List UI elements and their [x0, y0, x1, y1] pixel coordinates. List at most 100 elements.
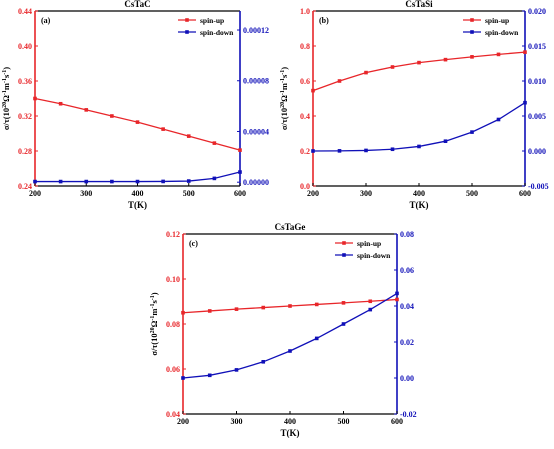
left-y-tick-label: 0.04 [166, 410, 180, 419]
x-tick-label: 400 [413, 189, 425, 198]
x-tick-label: 200 [177, 417, 189, 426]
chart-title: CsTaGe [275, 222, 306, 232]
chart-panel-cstasi: CsTaSi 200 300 400 500 600 T(K) 0.0 0.2 0.4 0.6 0.8… [279, 0, 549, 210]
left-y-tick-label: 0.6 [300, 77, 310, 86]
y-axis-label-part: -1 [2, 78, 8, 83]
x-tick-label: 400 [284, 417, 296, 426]
data-point-spin-up [181, 310, 185, 315]
right-y-tick-label: 0.000 [528, 147, 546, 156]
y-axis-label: σ/τ(1020Ω-1m-1s-1) [279, 67, 289, 130]
y-axis-label: σ/τ(1020Ω-1m-1s-1) [149, 292, 159, 355]
x-tick-label: 300 [231, 417, 243, 426]
legend-marker-spin-down [342, 253, 346, 257]
right-y-tick-label: 0.00004 [243, 127, 269, 136]
data-point-spin-down [337, 149, 342, 153]
data-point-spin-up [161, 127, 165, 131]
y-axis-label-part: s [149, 300, 159, 304]
y-axis-label-part: σ/τ(10 [149, 333, 159, 355]
data-point-spin-down [311, 149, 315, 153]
x-tick-label: 500 [183, 189, 195, 198]
right-y-tick-label: 0.015 [528, 42, 546, 51]
x-axis-label: T(K) [410, 200, 429, 210]
left-y-tick-label: 0.8 [300, 42, 310, 51]
legend-label: spin-down [485, 28, 519, 37]
left-y-tick-label: 0.28 [18, 147, 32, 156]
legend-marker-spin-down [470, 30, 474, 34]
data-point-spin-up [238, 148, 242, 152]
data-point-spin-down [33, 179, 37, 184]
data-point-spin-down [443, 139, 448, 143]
y-axis-label-part: ) [149, 292, 159, 295]
left-y-tick-label: 0.4 [300, 112, 310, 121]
data-point-spin-down [261, 360, 266, 364]
data-point-spin-up [288, 304, 292, 308]
right-y-tick-label: 0.06 [400, 266, 414, 275]
legend-marker-spin-up [185, 18, 189, 22]
data-point-spin-up [207, 309, 212, 313]
right-y-tick-label: -0.005 [528, 182, 549, 191]
series-line-spin-up [34, 97, 241, 151]
right-y-tick-label: 0.010 [528, 77, 546, 86]
right-y-tick-label: 0.02 [400, 338, 414, 347]
data-point-spin-up [311, 88, 315, 93]
data-point-spin-down [341, 322, 346, 326]
panel-label: (b) [319, 16, 329, 25]
y-axis-label-part: m [279, 83, 289, 90]
legend-label: spin-down [357, 251, 391, 260]
y-axis-label-part: -1 [280, 70, 286, 75]
data-point-spin-up [368, 299, 373, 304]
x-tick-label: 600 [234, 189, 246, 198]
y-axis-label-part: ) [1, 67, 11, 70]
chart-panel-cstac: CsTaC 200 300 400 500 600 T(K) 0.24 0.28 0.32 0.36… [1, 0, 269, 210]
y-axis-label-part: m [1, 83, 11, 90]
data-point-spin-down [470, 130, 474, 134]
y-axis-label-part: s [1, 74, 11, 78]
data-point-spin-up [337, 79, 342, 83]
x-tick-label: 500 [338, 417, 350, 426]
data-point-spin-up [496, 52, 501, 57]
data-point-spin-down [238, 170, 242, 174]
left-y-tick-label: 0.08 [166, 320, 180, 329]
x-tick-label: 500 [466, 189, 478, 198]
legend-marker-spin-up [342, 241, 346, 245]
data-point-spin-up [470, 55, 474, 59]
y-axis-label-part: σ/τ(10 [1, 108, 11, 130]
left-y-tick-label: 0.12 [166, 230, 180, 239]
data-point-spin-up [314, 302, 319, 307]
data-point-spin-down [161, 179, 165, 184]
legend-marker-spin-down [185, 30, 189, 34]
panel-label: (c) [189, 239, 198, 248]
y-axis-label-part: Ω [1, 95, 11, 102]
panel-label: (a) [41, 16, 51, 25]
data-point-spin-up [390, 65, 395, 69]
chart-panel-cstage: CsTaGe 200 300 400 500 600 T(K) 0.04 0.06 0.08 0.1… [149, 222, 417, 438]
y-axis-label-part: -1 [2, 70, 8, 75]
legend-marker-spin-up [470, 18, 474, 22]
y-axis-label-part: -1 [2, 90, 8, 95]
x-tick-label: 600 [391, 417, 403, 426]
left-y-tick-label: 0.10 [166, 275, 180, 284]
data-point-spin-up [58, 101, 63, 106]
y-axis-label-part: Ω [149, 320, 159, 327]
y-axis-label-part: s [279, 74, 289, 78]
data-point-spin-down [234, 368, 239, 372]
y-axis-label-part: -1 [280, 90, 286, 95]
data-point-spin-down [496, 117, 501, 122]
x-tick-label: 300 [360, 189, 372, 198]
data-point-spin-down [395, 291, 399, 296]
x-tick-label: 200 [29, 189, 41, 198]
right-y-tick-label: 0.00012 [243, 26, 269, 35]
left-y-tick-label: 0.44 [18, 7, 32, 16]
left-y-tick-label: 0.40 [18, 42, 32, 51]
data-point-spin-down [186, 179, 191, 183]
chart-title: CsTaSi [405, 0, 433, 9]
x-tick-label: 300 [80, 189, 92, 198]
y-axis-label-part: ) [279, 67, 289, 70]
data-point-spin-up [341, 301, 346, 305]
y-axis-label-part: 20 [280, 102, 286, 108]
data-point-spin-up [135, 120, 140, 124]
data-point-spin-down [364, 148, 368, 153]
data-point-spin-down [368, 307, 373, 312]
y-axis-label-part: 20 [150, 327, 156, 333]
x-tick-label: 600 [519, 189, 531, 198]
